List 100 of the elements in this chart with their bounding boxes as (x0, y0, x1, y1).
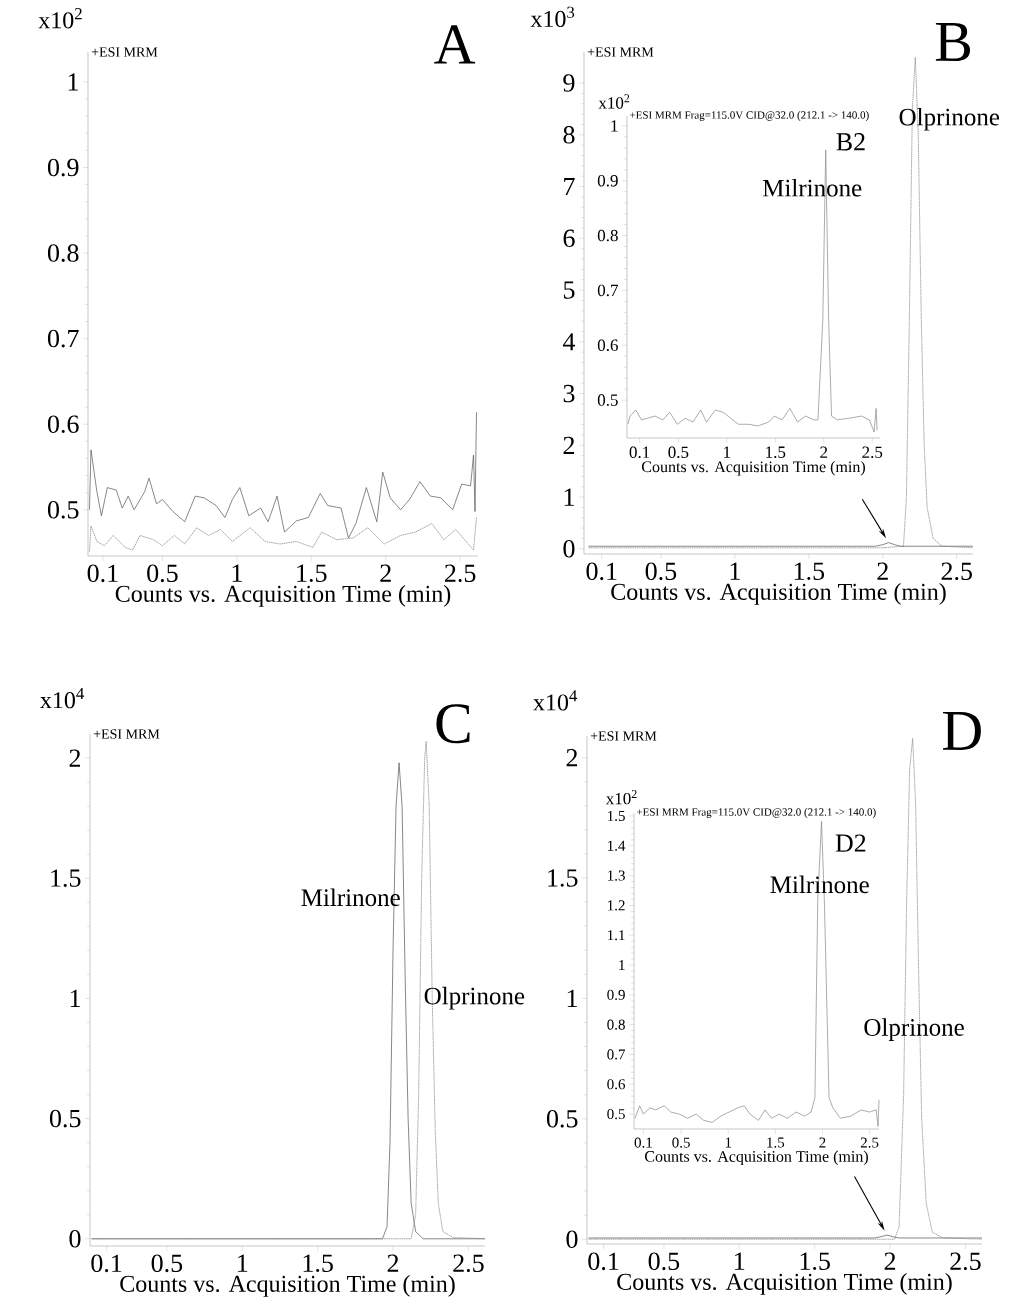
annotation: Olprinone (899, 107, 1000, 131)
text: x10$^{3}$ (530, 6, 575, 28)
annotation: Milrinone (762, 179, 862, 197)
y-tick-label: 0.7 (607, 1049, 626, 1060)
annotation: Olprinone (424, 986, 525, 1010)
y-tick-label: 2 (69, 749, 81, 767)
y-tick-label: 1 (567, 989, 577, 1007)
x-tick-label: 0.5 (672, 1137, 690, 1148)
y-tick-label: 0.9 (597, 174, 618, 187)
x-tick-label: 0.5 (645, 562, 677, 581)
x-tick-label: 1 (725, 1137, 732, 1148)
y-tick-label: 0.7 (47, 329, 79, 348)
x-tick-label: 1.5 (794, 562, 825, 581)
x-tick-label: 2.5 (950, 1252, 981, 1271)
x-axis-title: Counts vs. Acquisition Time (min) (645, 1150, 868, 1166)
y-tick-label: 0 (566, 1230, 578, 1248)
annotation: Milrinone (301, 888, 400, 907)
y-tick-label: 1 (68, 73, 78, 91)
y-tick-label: 3 (563, 384, 575, 403)
y-tick-label: 0 (69, 1230, 81, 1248)
x-tick-label: 1 (232, 564, 242, 582)
x-tick-label: 1 (735, 1252, 745, 1270)
y-tick-label: 1 (564, 488, 574, 506)
x-tick-label: 2.5 (860, 1137, 879, 1148)
x-axis-title: Counts vs. Acquisition Time (min) (617, 1273, 952, 1295)
y-tick-label: 1 (619, 960, 625, 970)
y-tick-label: 1 (70, 989, 80, 1007)
annotation: x10$^{2}$ (605, 790, 637, 805)
y-tick-label: 1.4 (608, 840, 626, 851)
x-tick-label: 0.1 (87, 564, 118, 583)
chart-title: +ESI MRM (91, 47, 158, 57)
x-tick-label: 0.5 (151, 1254, 183, 1273)
chart-title: +ESI MRM (587, 47, 654, 57)
y-tick-label: 5 (563, 281, 575, 299)
annotation: A (434, 25, 476, 64)
x-tick-label: 1.5 (766, 446, 786, 458)
y-tick-label: 0.5 (597, 394, 618, 406)
annotation: x10$^{2}$ (598, 94, 630, 109)
x-tick-label: 2 (387, 1254, 399, 1272)
annotation: B (935, 22, 971, 62)
y-tick-label: 0.8 (607, 1019, 625, 1030)
x-tick-label: 2.5 (453, 1254, 484, 1273)
line-series (627, 149, 878, 433)
x-tick-label: 0.1 (634, 1137, 652, 1148)
y-tick-label: 0.6 (47, 415, 79, 434)
x-axis-title: Counts vs. Acquisition Time (min) (611, 583, 946, 605)
x-axis-title: Counts vs. Acquisition Time (min) (120, 1275, 455, 1297)
x-axis-title: Counts vs. Acquisition Time (min) (642, 460, 865, 476)
line-series (89, 411, 477, 539)
y-tick-label: 0.5 (607, 1109, 625, 1120)
y-tick-label: 0 (563, 540, 575, 558)
y-tick-label: 9 (563, 74, 575, 92)
annotation: Milrinone (770, 875, 869, 894)
y-tick-label: 2 (566, 749, 578, 767)
y-tick-label: 1.2 (608, 900, 625, 911)
y-tick-label: 1.5 (548, 869, 578, 887)
y-tick-label: 0.8 (47, 244, 79, 262)
x-tick-label: 1.5 (303, 1254, 333, 1273)
chart-title: +ESI MRM Frag=115.0V CID@32.0 (212.1 -> 140.0) (636, 808, 876, 818)
chart-title: +ESI MRM (590, 731, 657, 741)
x-tick-label: 1.5 (297, 564, 327, 583)
x-axis-title: Counts vs. Acquisition Time (min) (115, 585, 451, 607)
x-tick-label: 1 (238, 1254, 248, 1272)
annotation: D2 (835, 834, 866, 852)
x-tick-label: 2 (877, 562, 888, 580)
x-tick-label: 1.5 (800, 1252, 830, 1271)
annotation: B2 (836, 133, 865, 151)
x-tick-label: 2.5 (862, 446, 883, 459)
y-tick-label: 0.7 (597, 284, 618, 297)
y-tick-label: 0.9 (607, 989, 625, 1000)
y-tick-label: 8 (563, 126, 575, 144)
text: x10$^{2}$ (38, 8, 82, 29)
text: x10$^{4}$ (40, 687, 85, 709)
y-tick-label: 0.5 (546, 1109, 578, 1128)
x-tick-label: 0.5 (668, 446, 689, 459)
annotation: D (942, 711, 981, 750)
y-tick-label: 1.5 (608, 810, 625, 822)
x-tick-label: 2 (380, 564, 391, 582)
annotation: C (436, 704, 470, 744)
x-tick-label: 2 (820, 446, 828, 458)
y-tick-label: 4 (562, 333, 576, 351)
x-tick-label: 1.5 (767, 1137, 785, 1148)
x-tick-label: 1 (730, 562, 740, 580)
x-tick-label: 0.5 (147, 564, 178, 583)
y-tick-label: 7 (564, 178, 575, 196)
x-tick-label: 2.5 (941, 562, 972, 581)
chart-title: +ESI MRM Frag=115.0V CID@32.0 (212.1 -> 140.0) (630, 111, 869, 121)
chart-title: +ESI MRM (93, 729, 160, 739)
y-tick-label: 0.5 (47, 500, 79, 519)
y-tick-label: 6 (563, 229, 575, 248)
annotation: Olprinone (864, 1018, 964, 1041)
y-tick-label: 0.5 (49, 1109, 81, 1128)
y-tick-label: 0.9 (47, 158, 79, 177)
y-tick-label: 1 (611, 120, 618, 132)
y-tick-label: 1.3 (608, 870, 625, 881)
y-tick-label: 0.6 (607, 1079, 626, 1090)
y-tick-label: 1.5 (51, 869, 81, 887)
text: x10$^{4}$ (533, 690, 578, 711)
x-tick-label: 1 (724, 446, 731, 458)
x-tick-label: 0.1 (586, 562, 617, 581)
